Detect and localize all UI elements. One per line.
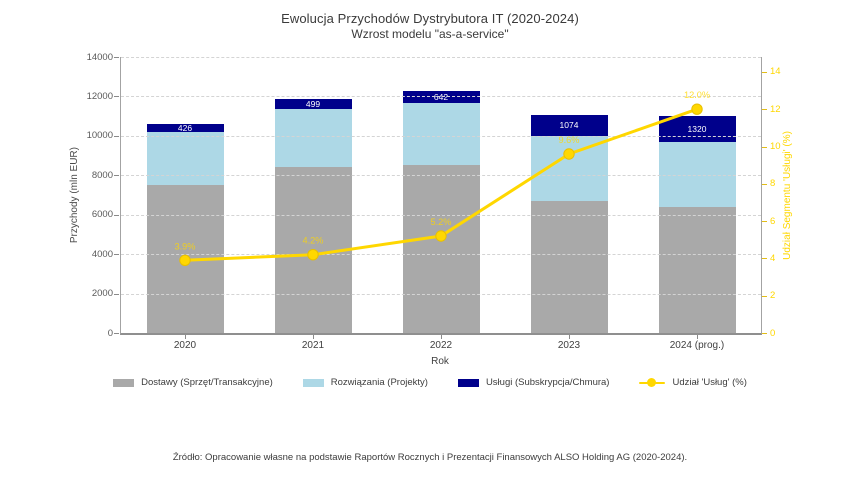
- bar-segment: 1320: [658, 115, 736, 142]
- bar-segment: [402, 103, 480, 166]
- tick-mark: [762, 258, 767, 260]
- line-point: [179, 254, 191, 267]
- lightblue-bar-swatch-icon: [302, 378, 324, 387]
- y-tick-label-right: 2: [770, 290, 776, 302]
- line-point-label: 9.6%: [559, 135, 580, 145]
- tick-mark: [114, 175, 119, 177]
- chart-title: Ewolucja Przychodów Dystrybutora IT (202…: [281, 11, 579, 26]
- line-point: [435, 230, 447, 242]
- y-tick-label-left: 14000: [86, 51, 113, 63]
- tick-mark: [762, 146, 767, 148]
- bar-segment: [658, 206, 736, 333]
- gridline: [121, 254, 761, 256]
- navy-bar-swatch-icon: [457, 378, 479, 387]
- tick-mark: [114, 293, 119, 295]
- bar-value-label: 1074: [559, 120, 579, 131]
- gridline: [121, 57, 761, 58]
- y-tick-label-left: 12000: [86, 90, 113, 102]
- legend-label: Rozwiązania (Projekty): [330, 377, 428, 388]
- y-tick-label-left: 8000: [91, 169, 113, 181]
- y-tick-label-right: 12: [770, 103, 781, 115]
- line-point: [307, 249, 319, 261]
- bar-segment: [274, 109, 352, 168]
- tick-mark: [114, 214, 119, 216]
- tick-mark: [114, 135, 119, 137]
- bar-value-label: 499: [305, 99, 321, 110]
- bar-segment: 499: [274, 99, 352, 110]
- gridline: [121, 96, 761, 98]
- legend-item-dostawy: Dostawy (Sprzęt/Transakcyjne): [113, 377, 273, 388]
- chart-subtitle: Wzrost modelu "as-a-service": [351, 27, 509, 41]
- bar-segment: [530, 135, 608, 201]
- tick-mark: [762, 221, 767, 223]
- tick-mark: [185, 335, 186, 339]
- legend-label: Udział 'Usług' (%): [672, 377, 747, 388]
- gridline: [121, 135, 761, 137]
- line-marker-swatch-icon: [639, 378, 666, 388]
- gray-bar-swatch-icon: [113, 378, 135, 387]
- y-tick-label-left: 0: [107, 327, 113, 339]
- legend-label: Usługi (Subskrypcja/Chmura): [485, 377, 610, 388]
- x-tick-label: 2022: [429, 340, 453, 351]
- y-tick-label-right: 8: [770, 178, 776, 190]
- gridline: [121, 293, 761, 295]
- y-tick-label-left: 10000: [86, 130, 113, 142]
- line-point-label: 4.2%: [303, 236, 324, 246]
- legend-label: Dostawy (Sprzęt/Transakcyjne): [141, 377, 273, 388]
- bar-value-label: 426: [177, 122, 193, 133]
- y-tick-label-left: 6000: [91, 209, 113, 221]
- x-tick-label: 2021: [301, 340, 325, 351]
- y-tick-label-right: 0: [770, 327, 776, 339]
- source-note: Źródło: Opracowanie własne na podstawie …: [172, 452, 688, 463]
- legend: Dostawy (Sprzęt/Transakcyjne) Rozwiązani…: [0, 377, 860, 388]
- legend-item-rozwiazania: Rozwiązania (Projekty): [302, 377, 428, 388]
- bar-segment: [658, 141, 736, 207]
- tick-mark: [313, 335, 314, 339]
- line-point-label: 3.9%: [175, 241, 196, 251]
- bar-segment: [530, 200, 608, 333]
- y-tick-label-right: 6: [770, 215, 776, 227]
- tick-mark: [569, 335, 570, 339]
- tick-mark: [762, 71, 767, 73]
- y-tick-label-right: 10: [770, 141, 781, 152]
- plot-area: 426 499 6 4 2 1074 1320 0 2000 4000 6000 8000 10000 1…: [87, 52, 781, 352]
- line-point: [691, 103, 703, 115]
- y-tick-label-left: 4000: [91, 248, 113, 260]
- line-series: 3.9% 4.2% 5.2% 9.6% 12.0%: [175, 90, 710, 267]
- x-tick-label: 2023: [557, 340, 581, 351]
- tick-mark: [114, 96, 119, 98]
- x-axis-title: Rok: [431, 356, 449, 367]
- tick-mark: [114, 57, 119, 58]
- line-point-label: 12.0%: [684, 90, 710, 100]
- x-tick-label: 2020: [173, 340, 197, 351]
- legend-item-uslugi: Usługi (Subskrypcja/Chmura): [457, 377, 610, 388]
- y-tick-label-left: 2000: [91, 288, 113, 300]
- bar-segment: 1074: [530, 114, 608, 136]
- y-tick-label-right: 4: [770, 252, 776, 264]
- bar-value-label: 1320: [687, 123, 707, 134]
- line-point: [563, 148, 575, 160]
- tick-mark: [441, 335, 442, 339]
- y-tick-label-right: 14: [770, 66, 781, 78]
- tick-mark: [762, 183, 767, 185]
- tick-mark: [762, 333, 767, 334]
- bar-segment: [402, 165, 480, 333]
- gridline: [121, 175, 761, 177]
- tick-mark: [762, 295, 767, 297]
- x-tick-label: 2024 (prog.): [669, 340, 725, 351]
- legend-item-udzial: Udział 'Usług' (%): [639, 377, 747, 388]
- tick-mark: [114, 254, 119, 256]
- tick-mark: [697, 335, 698, 339]
- line-point-label: 5.2%: [431, 217, 452, 227]
- gridline: [121, 214, 761, 216]
- tick-mark: [762, 109, 767, 111]
- bar-segment: 426: [146, 122, 224, 133]
- tick-mark: [114, 333, 119, 334]
